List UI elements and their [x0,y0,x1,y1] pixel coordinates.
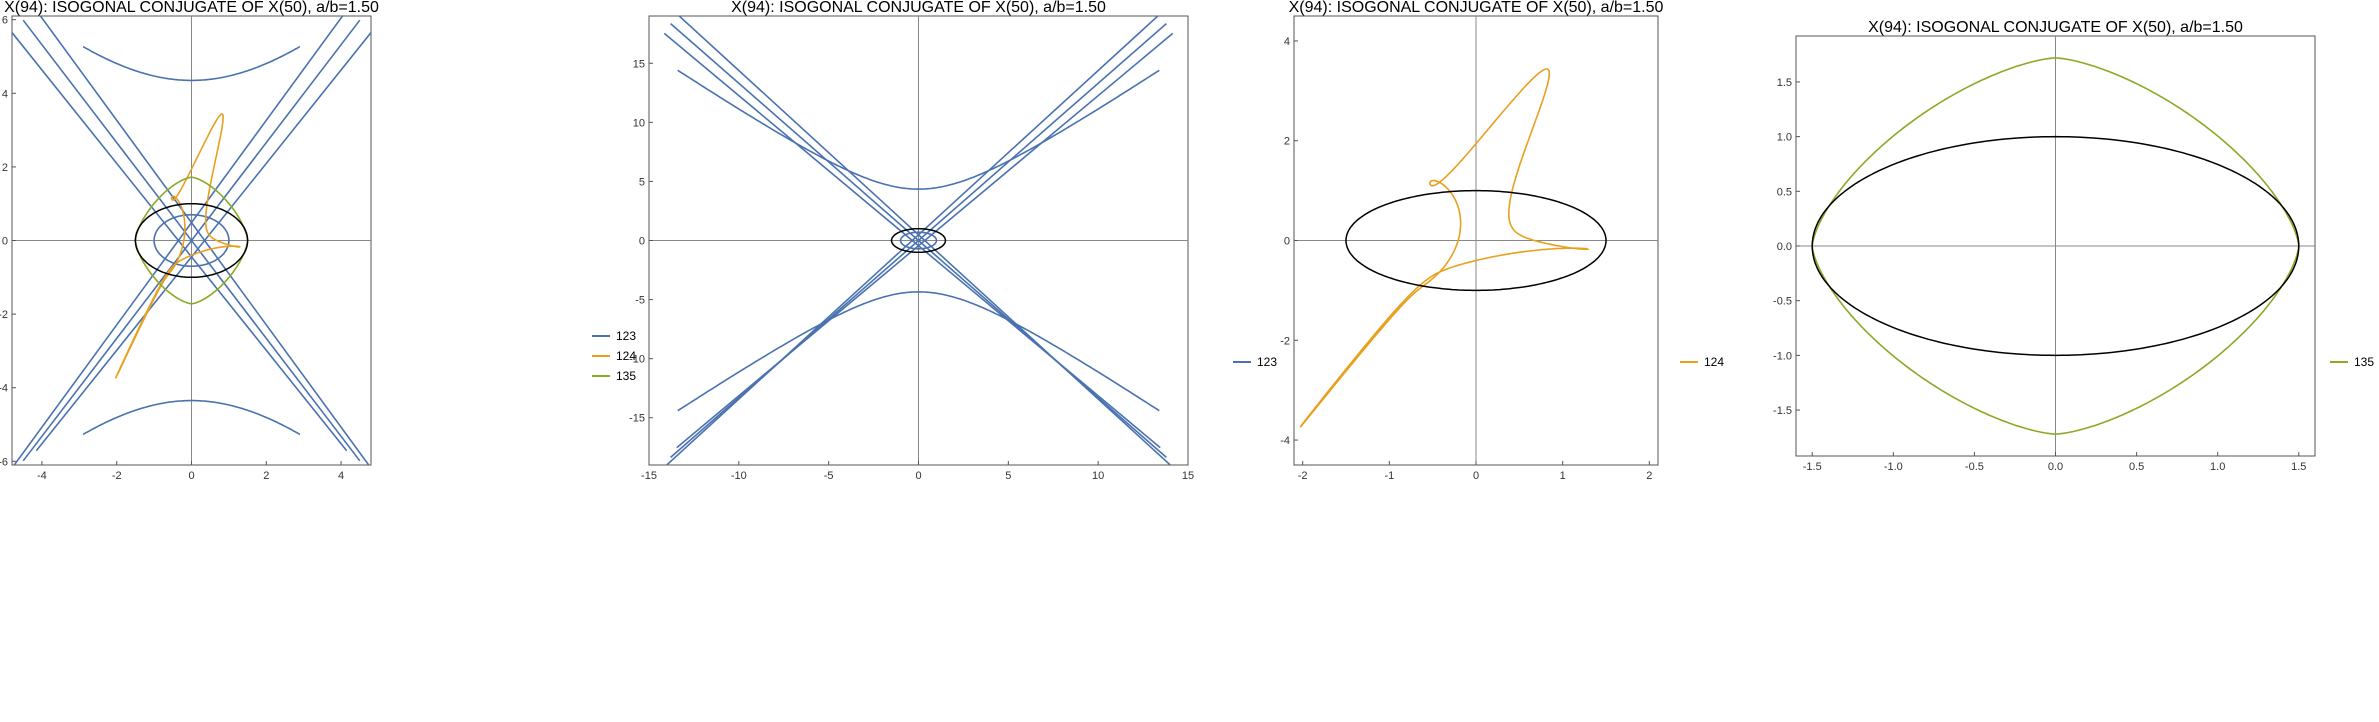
series-123-line [665,16,1159,465]
chart-panel-1: X(94): ISOGONAL CONJUGATE OF X(50), a/b=… [0,0,636,482]
legend-label-135: 135 [616,369,636,383]
reference-ellipse [890,227,947,254]
x-tick-label: -2 [1298,470,1308,482]
series-123-line [13,16,344,465]
x-tick-label: -5 [824,470,834,482]
y-tick-label: -4 [1280,435,1290,447]
y-tick-label: -2 [1280,335,1290,347]
series-123-curve-top [82,45,301,82]
y-tick-label: -0.5 [1773,296,1792,308]
y-tick-label: -1.0 [1773,350,1792,362]
y-tick-label: 1.0 [1777,132,1792,144]
series-123-line [22,19,361,462]
series-124-curve [1299,68,1590,428]
x-tick-label: 0 [915,470,921,482]
chart-title: X(94): ISOGONAL CONJUGATE OF X(50), a/b=… [731,0,1106,16]
x-tick-label: -1 [1384,470,1394,482]
y-tick-label: 0 [1284,236,1290,248]
series-124-curve [114,112,241,379]
y-tick-label: 0.5 [1777,186,1792,198]
x-tick-label: 0 [1473,470,1479,482]
x-tick-label: -1.5 [1803,461,1822,473]
x-tick-label: 2 [1646,470,1652,482]
y-tick-label: 6 [2,15,8,27]
reference-ellipse [1811,135,2300,357]
y-tick-label: 0 [639,236,645,248]
y-tick-label: 1.5 [1777,77,1792,89]
y-tick-label: 5 [639,176,645,188]
x-tick-label: 10 [1092,470,1104,482]
series-123-line [678,16,1172,465]
reference-ellipse [134,202,249,279]
x-tick-label: 2 [263,470,269,482]
y-tick-label: -6 [0,456,8,468]
x-tick-label: -10 [731,470,747,482]
plot-area [1811,57,2300,435]
x-tick-label: 1 [1560,470,1566,482]
x-tick-label: 0.0 [2048,461,2063,473]
series-123-inner-loop [153,213,230,268]
y-tick-label: 0.0 [1777,241,1792,253]
y-tick-label: -5 [635,295,645,307]
chart-panel-2: X(94): ISOGONAL CONJUGATE OF X(50), a/b=… [629,0,1277,482]
chart-title: X(94): ISOGONAL CONJUGATE OF X(50), a/b=… [1868,19,2243,36]
y-tick-label: -10 [629,354,645,366]
legend-label-124: 124 [1704,355,1724,369]
legend-label-123: 123 [616,329,636,343]
legend-label-124: 124 [616,349,636,363]
x-tick-label: -0.5 [1965,461,1984,473]
x-tick-label: 0 [188,470,194,482]
x-tick-label: -2 [112,470,122,482]
series-123-curve-bottom [677,291,1160,412]
x-tick-label: 1.5 [2291,461,2306,473]
chart-panel-3: X(94): ISOGONAL CONJUGATE OF X(50), a/b=… [1280,0,1724,482]
legend-label-135: 135 [2354,355,2374,369]
x-tick-label: -15 [641,470,657,482]
chart-title: X(94): ISOGONAL CONJUGATE OF X(50), a/b=… [1289,0,1664,16]
y-tick-label: 15 [633,58,645,70]
y-tick-label: 0 [2,236,8,248]
x-tick-label: 0.5 [2129,461,2144,473]
reference-ellipse [1345,189,1607,292]
y-tick-label: -4 [0,383,8,395]
y-tick-label: -2 [0,309,8,321]
y-tick-label: 4 [1284,36,1290,48]
series-123-curve-bottom [82,399,301,436]
x-tick-label: 1.0 [2210,461,2225,473]
series-123-curve-top [677,69,1160,190]
chart-panel-4: X(94): ISOGONAL CONJUGATE OF X(50), a/b=… [1773,19,2374,473]
y-tick-label: 4 [2,88,8,100]
x-tick-label: -1.0 [1884,461,1903,473]
y-tick-label: -1.5 [1773,405,1792,417]
plot-area [1299,68,1607,428]
y-tick-label: 2 [1284,136,1290,148]
plot-area [663,16,1174,465]
series-123-inner-loop [899,231,938,250]
x-tick-label: 5 [1005,470,1011,482]
y-tick-label: 2 [2,162,8,174]
x-tick-label: 15 [1182,470,1194,482]
series-123-line [39,16,370,465]
plot-area [12,16,371,465]
x-tick-label: -4 [37,470,47,482]
x-tick-label: 4 [338,470,344,482]
legend-label-123: 123 [1257,355,1277,369]
y-tick-label: 10 [633,117,645,129]
y-tick-label: -15 [629,413,645,425]
chart-title: X(94): ISOGONAL CONJUGATE OF X(50), a/b=… [4,0,379,16]
